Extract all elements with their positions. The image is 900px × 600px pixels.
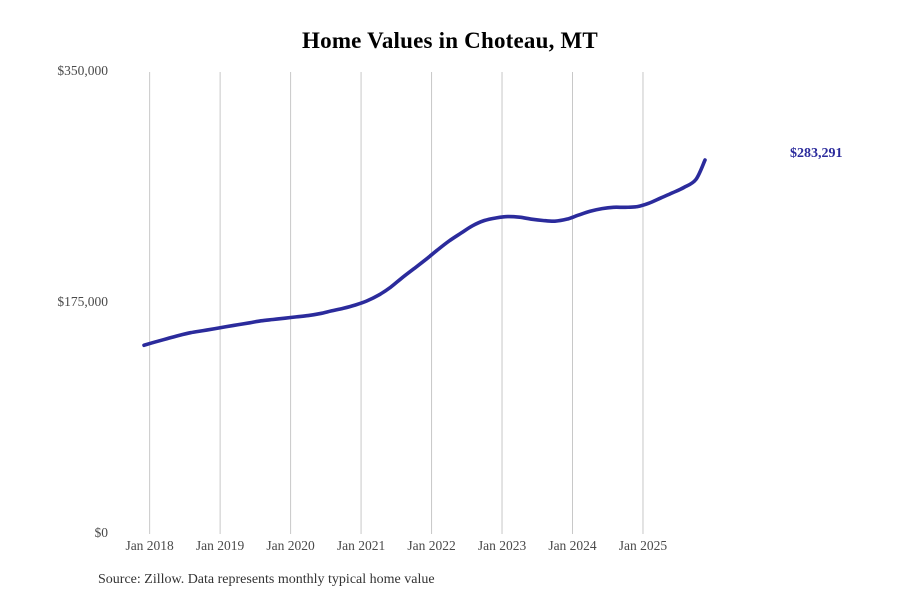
x-tick-label: Jan 2021 xyxy=(336,538,386,553)
x-tick-label: Jan 2025 xyxy=(618,538,668,553)
y-tick-label: $175,000 xyxy=(0,294,108,310)
y-tick-label: $0 xyxy=(0,525,109,541)
y-tick-label-text: $0 xyxy=(94,525,109,540)
y-tick-label-text: $350,000 xyxy=(57,63,108,78)
y-tick-label-text: $175,000 xyxy=(57,294,108,309)
chart-title: Home Values in Choteau, MT xyxy=(302,28,598,53)
x-tick-label: Jan 2022 xyxy=(407,538,456,553)
x-tick-label: Jan 2024 xyxy=(548,538,597,553)
y-tick-label: $350,000 xyxy=(0,63,108,79)
x-tick-label: Jan 2018 xyxy=(125,538,174,553)
gridlines-group xyxy=(149,72,644,534)
x-tick-label: Jan 2019 xyxy=(195,538,245,553)
data-series-group xyxy=(142,158,707,348)
source-footnote: Source: Zillow. Data represents monthly … xyxy=(98,572,435,587)
end-value-annotation: $283,291 xyxy=(790,146,843,161)
x-tick-label: Jan 2023 xyxy=(477,538,527,553)
x-tick-label: Jan 2020 xyxy=(266,538,315,553)
series-line xyxy=(142,158,707,348)
